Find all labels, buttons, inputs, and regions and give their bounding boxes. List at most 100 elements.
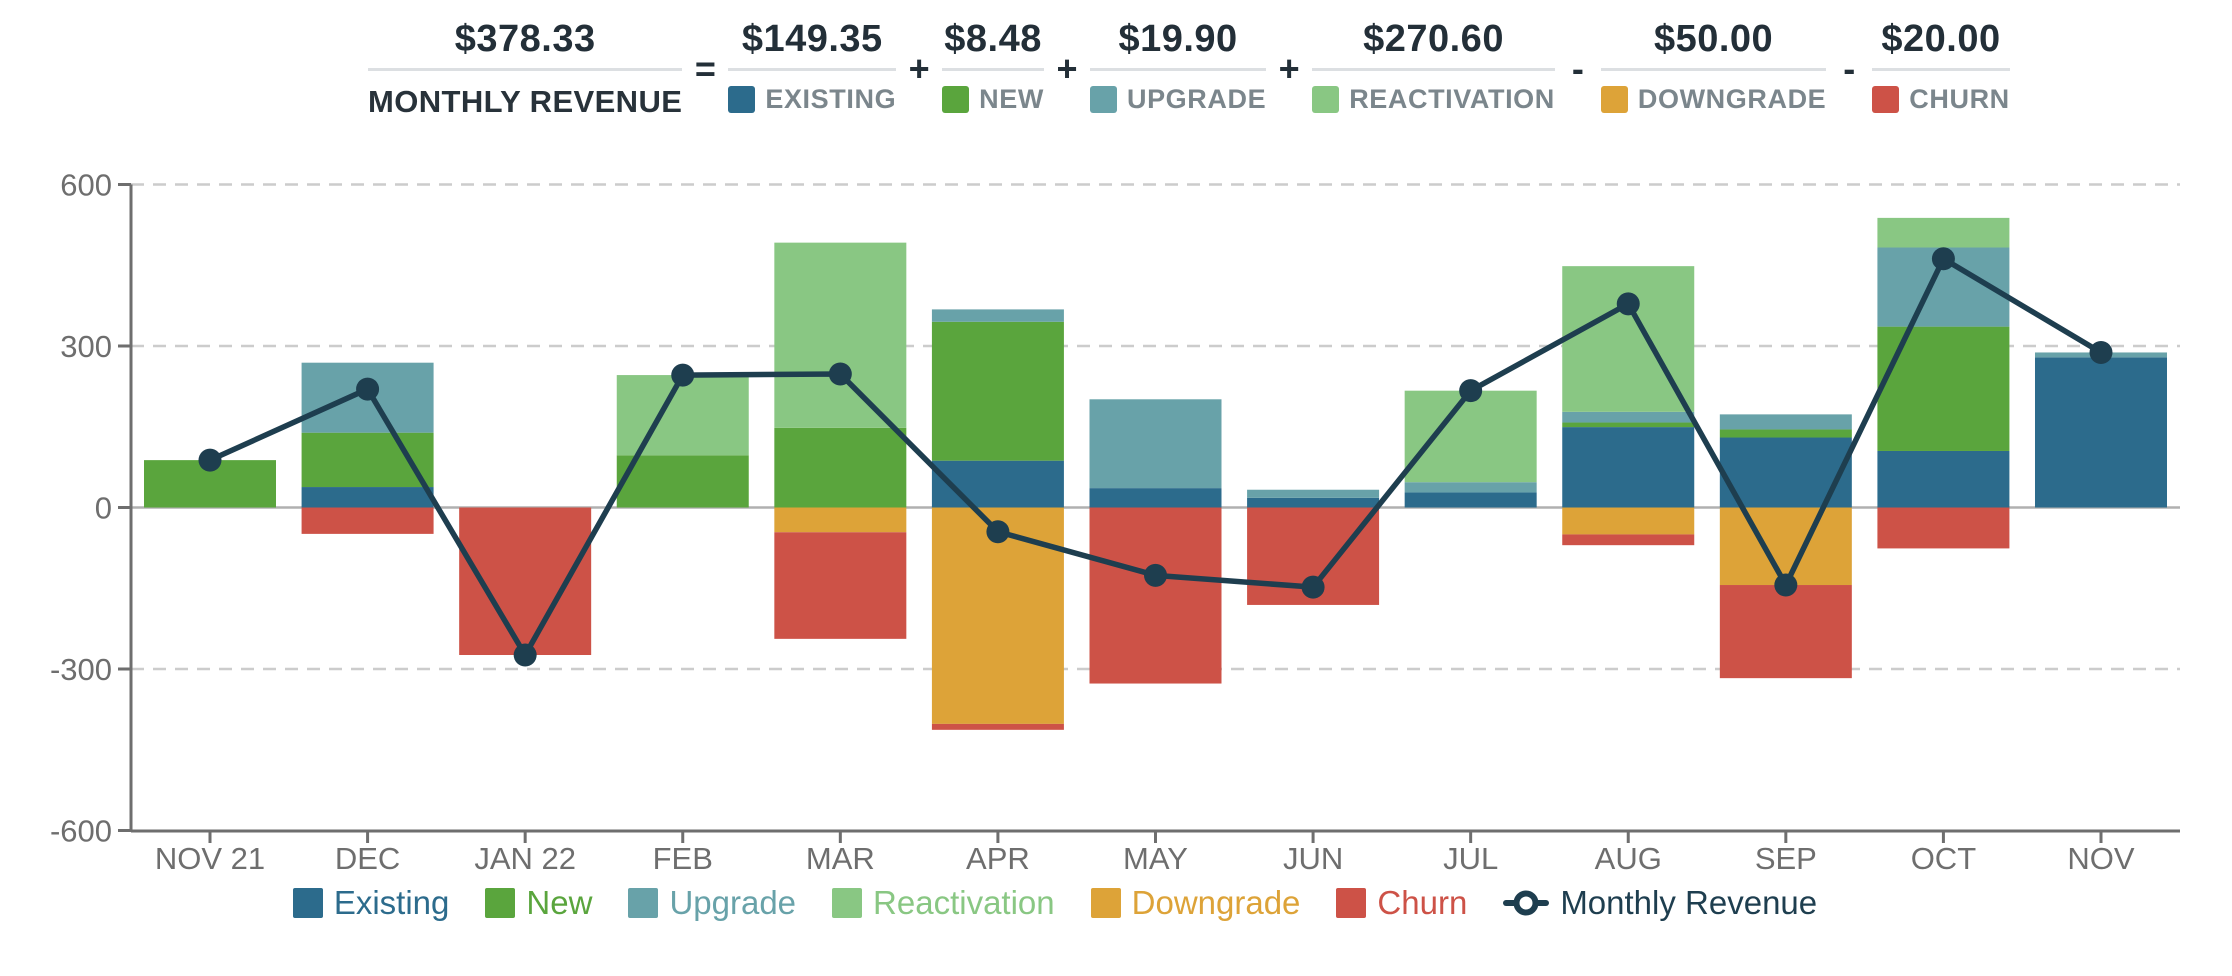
term-value: $50.00 <box>1653 17 1774 60</box>
bar-segment-reactivation-feb[interactable] <box>616 375 749 456</box>
bar-segment-existing-jun[interactable] <box>1247 497 1380 508</box>
legend-item-existing[interactable]: Existing <box>292 884 450 922</box>
bar-segment-upgrade-jul[interactable] <box>1404 482 1537 493</box>
bar-segment-new-aug[interactable] <box>1562 422 1695 428</box>
x-tick-label-nov: NOV <box>2067 841 2135 876</box>
bar-segment-upgrade-may[interactable] <box>1089 399 1222 489</box>
bar-segment-downgrade-aug[interactable] <box>1562 507 1695 535</box>
upgrade-swatch <box>1089 86 1117 113</box>
revenue-point-mar[interactable] <box>828 362 852 386</box>
summary-divider <box>942 68 1044 71</box>
summary-divider <box>728 68 897 71</box>
x-tick-label-aug: AUG <box>1595 841 1662 876</box>
bar-segment-upgrade-jun[interactable] <box>1247 489 1380 498</box>
term-label: NEW <box>979 84 1044 114</box>
revenue-point-apr[interactable] <box>986 520 1010 544</box>
revenue-point-feb[interactable] <box>671 363 695 387</box>
bar-segment-existing-oct[interactable] <box>1877 450 2010 508</box>
revenue-point-dec[interactable] <box>356 377 380 401</box>
bar-segment-reactivation-oct[interactable] <box>1877 217 2010 248</box>
bar-segment-churn-dec[interactable] <box>301 507 434 534</box>
revenue-point-may[interactable] <box>1143 563 1167 587</box>
legend-item-downgrade[interactable]: Downgrade <box>1090 884 1300 922</box>
summary-total-value: $378.33 <box>454 17 596 60</box>
bar-segment-downgrade-sep[interactable] <box>1719 507 1852 586</box>
legend-item-upgrade[interactable]: Upgrade <box>628 884 796 922</box>
x-tick-label-jun: JUN <box>1283 841 1343 876</box>
revenue-point-jun[interactable] <box>1301 575 1325 599</box>
bar-segment-churn-apr[interactable] <box>931 723 1064 730</box>
term-value: $19.90 <box>1118 17 1238 60</box>
downgrade-swatch <box>1600 86 1628 113</box>
existing-swatch <box>728 86 756 113</box>
revenue-point-sep[interactable] <box>1774 573 1798 597</box>
summary-divider <box>1089 68 1267 71</box>
summary-total-label: MONTHLY REVENUE <box>368 84 683 119</box>
revenue-point-oct[interactable] <box>1931 247 1955 271</box>
y-tick-label-0: 0 <box>95 491 112 526</box>
bar-segment-churn-oct[interactable] <box>1877 507 2010 549</box>
legend-label: New <box>526 884 593 921</box>
bar-segment-new-sep[interactable] <box>1719 429 1852 438</box>
bar-segment-upgrade-sep[interactable] <box>1719 414 1852 430</box>
revenue-point-nov[interactable] <box>2089 340 2113 364</box>
operator-plus-2: + <box>1056 48 1078 89</box>
legend-label: Upgrade <box>669 884 797 921</box>
summary-term-churn: $20.00 CHURN <box>1872 12 2010 115</box>
x-tick-label-nov-21: NOV 21 <box>155 841 265 876</box>
legend-item-reactivation[interactable]: Reactivation <box>832 884 1055 922</box>
x-tick-label-feb: FEB <box>653 841 713 876</box>
bar-segment-existing-aug[interactable] <box>1562 427 1695 508</box>
bar-segment-upgrade-apr[interactable] <box>931 309 1064 322</box>
summary-divider <box>1312 68 1555 71</box>
summary-term-existing: $149.35 EXISTING <box>728 12 897 115</box>
bar-segment-churn-aug[interactable] <box>1562 534 1695 546</box>
summary-term-upgrade: $19.90 UPGRADE <box>1089 12 1267 115</box>
reactivation-swatch-icon <box>832 888 863 918</box>
bar-segment-new-oct[interactable] <box>1877 326 2010 451</box>
bar-segment-new-dec[interactable] <box>301 432 434 488</box>
term-label: DOWNGRADE <box>1637 84 1827 114</box>
bar-segment-churn-sep[interactable] <box>1719 585 1852 679</box>
churn-swatch-icon <box>1336 888 1367 918</box>
summary-equation: $378.33 MONTHLY REVENUE = $149.35 EXISTING… <box>368 12 2010 126</box>
operator-plus-1: + <box>908 48 930 89</box>
term-value: $270.60 <box>1363 17 1504 60</box>
operator-equals: = <box>694 48 716 89</box>
legend-item-churn[interactable]: Churn <box>1336 884 1467 922</box>
bar-segment-new-feb[interactable] <box>616 455 749 508</box>
term-label: UPGRADE <box>1126 84 1267 114</box>
bar-segment-downgrade-mar[interactable] <box>774 507 907 533</box>
x-tick-label-jan-22: JAN 22 <box>474 841 576 876</box>
bar-segment-upgrade-aug[interactable] <box>1562 411 1695 423</box>
term-label: CHURN <box>1909 84 2010 114</box>
reactivation-swatch <box>1312 86 1340 113</box>
revenue-point-jul[interactable] <box>1459 379 1483 403</box>
churn-swatch <box>1872 86 1900 113</box>
bar-segment-churn-may[interactable] <box>1089 507 1222 684</box>
bar-segment-reactivation-jul[interactable] <box>1404 390 1537 483</box>
summary-divider <box>1872 68 2010 71</box>
bar-segment-existing-dec[interactable] <box>301 487 434 508</box>
x-tick-label-may: MAY <box>1123 841 1188 876</box>
upgrade-swatch-icon <box>628 888 659 918</box>
x-tick-label-dec: DEC <box>335 841 400 876</box>
summary-term-downgrade: $50.00 DOWNGRADE <box>1600 12 1827 115</box>
revenue-point-nov-21[interactable] <box>198 448 222 472</box>
revenue-point-jan-22[interactable] <box>513 643 537 667</box>
bar-segment-new-mar[interactable] <box>774 427 907 508</box>
bar-segment-new-apr[interactable] <box>931 321 1064 461</box>
bar-segment-reactivation-mar[interactable] <box>774 242 907 428</box>
revenue-point-aug[interactable] <box>1616 292 1640 316</box>
x-tick-label-jul: JUL <box>1443 841 1498 876</box>
legend-item-monthly-revenue[interactable]: Monthly Revenue <box>1503 884 1817 922</box>
bar-segment-existing-jul[interactable] <box>1404 492 1537 508</box>
bar-segment-existing-nov[interactable] <box>2034 357 2167 508</box>
bar-segment-existing-may[interactable] <box>1089 488 1222 508</box>
bar-segment-churn-mar[interactable] <box>774 532 907 639</box>
term-value: $149.35 <box>741 17 883 60</box>
legend-item-new[interactable]: New <box>485 884 592 922</box>
y-tick-label-600: 600 <box>60 168 112 203</box>
legend-label: Existing <box>333 884 450 921</box>
summary-term-new: $8.48 NEW <box>942 12 1044 115</box>
